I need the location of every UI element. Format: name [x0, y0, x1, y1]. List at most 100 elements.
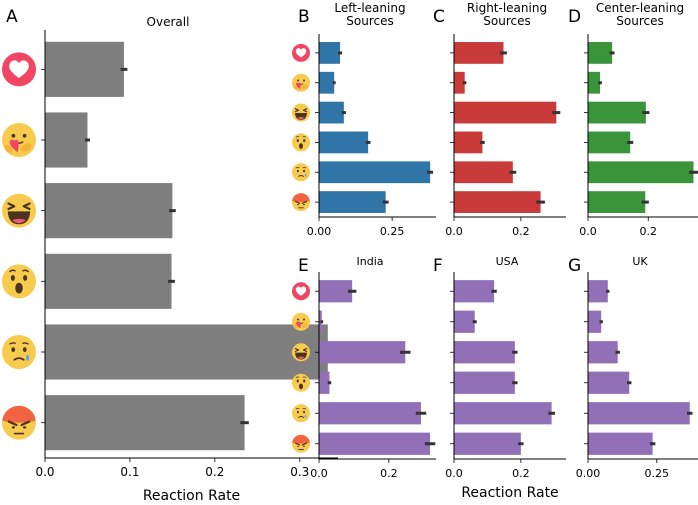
x-axis-label: Reaction Rate	[143, 488, 240, 504]
bar-haha	[319, 101, 344, 124]
panel-title: India	[357, 255, 384, 268]
haha-icon	[292, 104, 310, 122]
bar-sad	[319, 161, 431, 184]
x-tick-label: 0.2	[512, 467, 530, 480]
panel-letter: C	[433, 7, 445, 27]
panel-letter: F	[433, 256, 443, 276]
panel-title: Center-leaning	[596, 1, 684, 15]
bar-love	[454, 280, 495, 303]
bar-haha	[45, 183, 173, 239]
panel-title: UK	[632, 255, 648, 268]
bar-wow	[588, 371, 630, 394]
bar-angry	[319, 432, 431, 455]
panel-a: 0.0 0.1 0.2 0.3 A Overall Reaction Rate	[2, 7, 338, 504]
bar-love	[588, 280, 608, 303]
bar-haha	[588, 101, 646, 124]
panel-title: Sources	[483, 14, 530, 28]
panel-letter: B	[298, 7, 310, 27]
sad-icon	[292, 163, 310, 181]
x-tick-label: 0.2	[512, 225, 530, 238]
x-tick-label: 0.2	[205, 465, 224, 479]
bar-haha	[454, 101, 557, 124]
x-tick-label: 0.0	[579, 225, 597, 238]
x-tick-label: 0.00	[576, 467, 601, 480]
bar-care	[319, 71, 335, 94]
x-tick-label: 0.3	[290, 465, 309, 479]
bar-sad	[454, 161, 513, 184]
bar-angry	[45, 395, 245, 451]
bar-care	[588, 71, 601, 94]
panel-letter: D	[568, 7, 581, 27]
love-icon	[2, 52, 36, 87]
bar-love	[319, 42, 341, 64]
bar-haha	[319, 341, 406, 364]
bar-wow	[319, 131, 369, 154]
bar-angry	[454, 432, 521, 455]
bar-wow	[454, 131, 483, 154]
panel-letter: G	[568, 256, 581, 276]
bar-love	[588, 42, 613, 64]
bar-love	[319, 280, 353, 303]
panel-title: Right-leaning	[467, 1, 547, 15]
x-tick-label: 0.00	[307, 225, 332, 238]
x-tick-label: 0.0	[445, 225, 463, 238]
panel-letter: A	[6, 7, 18, 27]
bar-care	[454, 71, 465, 94]
bar-wow	[454, 371, 515, 394]
bar-angry	[319, 191, 386, 213]
bar-angry	[454, 191, 541, 213]
panel-title: Sources	[616, 14, 663, 28]
bar-wow	[319, 371, 330, 394]
bar-care	[454, 310, 475, 333]
x-tick-label: 0.2	[640, 225, 658, 238]
angry-icon	[292, 193, 310, 211]
bar-wow	[588, 131, 631, 154]
haha-icon	[292, 343, 310, 361]
x-tick-label: 0.25	[380, 225, 405, 238]
x-tick-label: 0.25	[645, 467, 670, 480]
bar-angry	[588, 432, 653, 455]
bar-haha	[454, 341, 515, 364]
bar-angry	[588, 191, 646, 213]
panel-e: 0.0 0.2 E India	[292, 255, 436, 480]
x-tick-label: 0.0	[35, 465, 54, 479]
angry-icon	[292, 435, 310, 453]
panel-f: 0.0 0.2 F USA Reaction Rate	[433, 255, 566, 501]
love-icon	[292, 43, 310, 62]
wow-icon	[292, 133, 310, 151]
wow-icon	[2, 264, 36, 298]
x-tick-label: 0.0	[310, 467, 328, 480]
bar-care	[588, 310, 602, 333]
x-axis-label: Reaction Rate	[461, 485, 558, 501]
haha-icon	[2, 194, 36, 228]
bar-care	[45, 112, 88, 168]
panel-letter: E	[298, 256, 309, 276]
love-icon	[292, 282, 310, 301]
care-icon	[292, 313, 310, 331]
bar-love	[45, 41, 124, 97]
care-icon	[2, 123, 36, 157]
x-tick-label: 0.2	[380, 467, 398, 480]
x-tick-label: 0.1	[120, 465, 139, 479]
x-tick-label: 0.0	[445, 467, 463, 480]
sad-icon	[2, 335, 36, 369]
panel-g: 0.00 0.25 G UK	[568, 255, 698, 480]
wow-icon	[292, 374, 310, 392]
panel-title: Left-leaning	[334, 1, 405, 15]
bar-sad	[588, 161, 694, 184]
bar-sad	[588, 402, 690, 425]
bar-sad	[45, 324, 328, 380]
angry-icon	[2, 406, 36, 440]
panel-title: Overall	[147, 15, 190, 29]
panel-title: Sources	[346, 14, 393, 28]
panel-title: USA	[496, 255, 519, 268]
sad-icon	[292, 404, 310, 422]
care-icon	[292, 74, 310, 92]
bar-love	[454, 42, 504, 64]
bar-sad	[454, 402, 552, 425]
